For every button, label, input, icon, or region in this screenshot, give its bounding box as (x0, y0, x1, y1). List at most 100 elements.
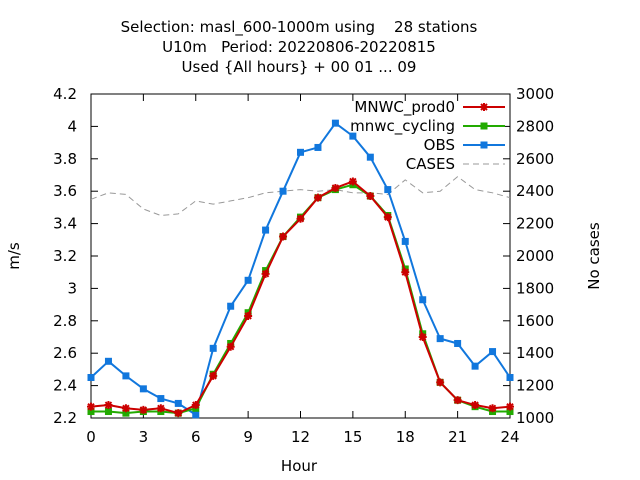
data-point (506, 374, 514, 381)
x-axis: 0 3 6 9 12 15 18 21 24 (86, 94, 520, 446)
y2-tick-label: 2400 (516, 182, 554, 200)
data-point (174, 399, 182, 407)
data-point (488, 404, 497, 413)
data-point (262, 226, 270, 234)
data-point (506, 408, 514, 416)
data-point (349, 132, 357, 140)
x-tick-label: 0 (86, 428, 96, 446)
series-CASES (90, 176, 511, 216)
y-tick-label: 2.8 (53, 312, 77, 330)
data-point (453, 396, 462, 405)
series-layer (87, 119, 514, 419)
x-tick-label: 21 (448, 428, 467, 446)
data-point (192, 411, 200, 419)
title-line: Selection: masl_600-1000m using 28 stati… (121, 18, 478, 37)
data-point (139, 405, 148, 414)
y-tick-label: 3.6 (53, 182, 77, 200)
data-point (331, 183, 340, 192)
data-point (471, 362, 479, 370)
y-tick-label: 4.2 (53, 85, 77, 103)
y-tick-label: 3.4 (53, 215, 77, 233)
data-point (401, 237, 409, 245)
data-point (383, 213, 392, 222)
data-point (157, 395, 165, 403)
y2-tick-label: 3000 (516, 85, 554, 103)
legend-marker (480, 141, 488, 149)
x-tick-label: 15 (343, 428, 362, 446)
y-axis-right: 1000 1200 1400 1600 1800 2000 2200 2400 2600 2800… (503, 85, 554, 427)
x-axis-label: Hour (281, 457, 318, 475)
data-point (296, 214, 305, 223)
y2-tick-label: 2600 (516, 150, 554, 168)
data-point (436, 335, 444, 343)
series-OBS (87, 119, 514, 419)
y-tick-label: 4 (67, 117, 77, 135)
y-axis-left: 2.2 2.4 2.6 2.8 3 3.2 3.4 3.6 3.8 4 4.2 (53, 85, 98, 427)
data-point (87, 374, 95, 381)
data-point (436, 378, 445, 387)
data-point (104, 408, 112, 416)
data-point (139, 385, 147, 393)
data-point (384, 186, 392, 194)
data-point (87, 402, 95, 411)
legend-label: MNWC_prod0 (354, 98, 455, 117)
data-point (244, 311, 253, 320)
data-point (419, 296, 427, 304)
data-point (366, 153, 374, 161)
data-point (471, 401, 480, 410)
data-point (156, 404, 165, 413)
data-point (506, 402, 514, 411)
chart-title: Selection: masl_600-1000m using 28 stati… (121, 18, 478, 76)
y-tick-label: 3.8 (53, 150, 77, 168)
data-point (279, 232, 288, 241)
data-point (104, 357, 112, 365)
legend-label: CASES (406, 155, 455, 173)
y-axis-left-label: m/s (5, 242, 23, 270)
x-tick-label: 12 (291, 428, 310, 446)
y2-tick-label: 2000 (516, 247, 554, 265)
x-tick-label: 9 (243, 428, 253, 446)
y-tick-label: 2.4 (53, 377, 77, 395)
data-point (104, 401, 113, 410)
y-tick-label: 2.2 (53, 409, 77, 427)
data-point (297, 148, 304, 156)
data-point (279, 187, 287, 195)
x-tick-label: 6 (191, 428, 201, 446)
data-point (87, 408, 95, 416)
data-point (244, 276, 252, 284)
series-MNWC_prod0 (87, 177, 514, 418)
y-tick-label: 3 (67, 279, 77, 297)
legend-label: OBS (424, 136, 455, 154)
y2-tick-label: 1000 (516, 409, 554, 427)
data-point (314, 143, 322, 151)
data-point (348, 177, 357, 186)
data-point (121, 404, 130, 413)
y2-tick-label: 1400 (516, 344, 554, 362)
y-axis-right-label: No cases (585, 222, 603, 290)
data-point (261, 269, 270, 278)
x-tick-label: 3 (139, 428, 149, 446)
y2-tick-label: 1800 (516, 279, 554, 297)
data-point (313, 193, 322, 202)
data-point (331, 119, 339, 127)
x-tick-label: 18 (396, 428, 415, 446)
data-point (174, 409, 183, 418)
data-point (122, 372, 130, 380)
data-point (209, 344, 217, 352)
data-point (418, 333, 427, 341)
y-tick-label: 2.6 (53, 344, 77, 362)
legend-label: mnwc_cycling (350, 117, 455, 136)
title-line: Used {All hours} + 00 01 ... 09 (182, 58, 417, 76)
y2-tick-label: 2800 (516, 117, 554, 135)
data-point (227, 302, 235, 310)
y2-tick-label: 1200 (516, 377, 554, 395)
series-line (90, 176, 511, 216)
data-point (209, 371, 218, 380)
data-point (226, 342, 235, 351)
data-point (191, 401, 200, 410)
data-point (489, 348, 497, 356)
data-point (401, 268, 410, 277)
y-tick-label: 3.2 (53, 247, 77, 265)
